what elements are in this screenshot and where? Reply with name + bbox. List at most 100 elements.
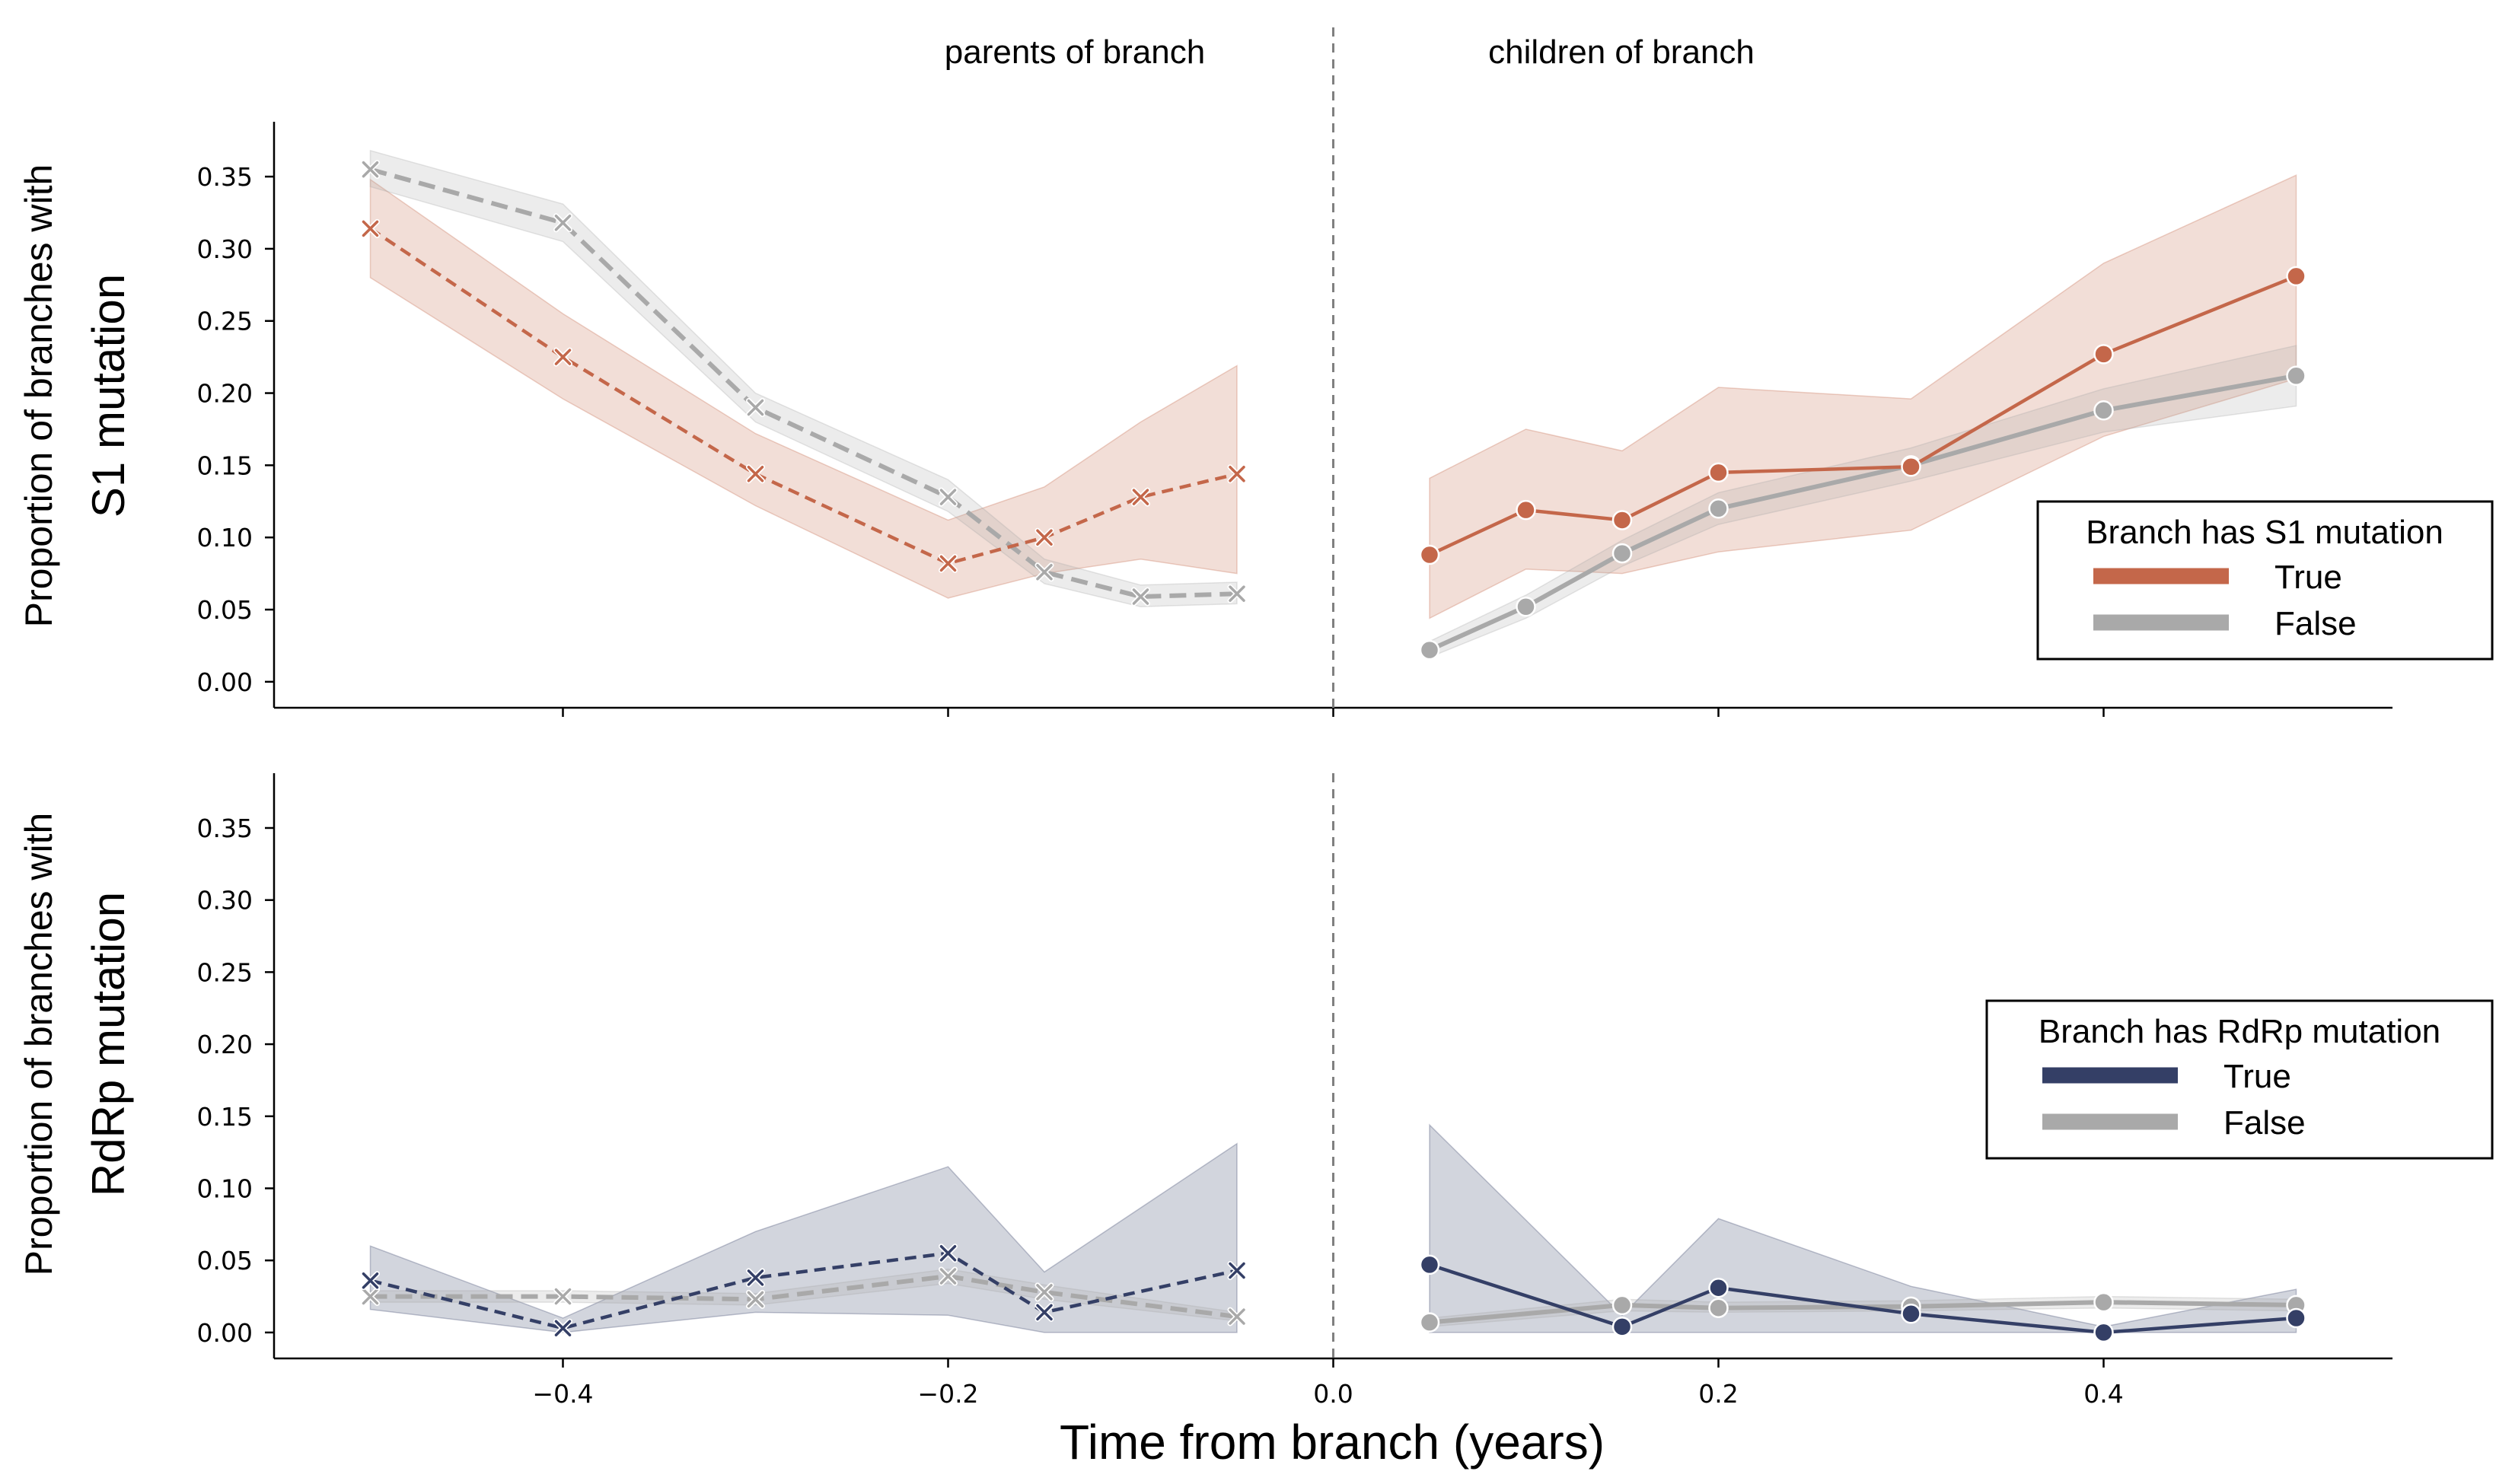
y-tick-label-s1: 0.05 [197,595,253,625]
y-axis-label-top-line1: Proportion of branches with [18,164,60,628]
data-point-rdrp-false-child [2093,1291,2114,1313]
x-axis-label: Time from branch (years) [1060,1415,1605,1470]
data-point-rdrp-false-parent [553,1287,572,1307]
y-axis-label-bottom-line2: RdRp mutation [83,892,134,1196]
y-tick-label-rdrp: 0.25 [197,957,253,987]
y-axis-label-top-line2: S1 mutation [83,274,134,517]
data-point-s1-false-parent [361,160,380,180]
data-point-rdrp-true-child [1611,1317,1633,1337]
data-point-rdrp-true-child [2286,1307,2306,1329]
data-point-rdrp-false-child [1419,1312,1440,1333]
data-point-rdrp-true-parent [746,1268,765,1288]
ci-band-s1-false-parents [369,149,1238,607]
x-tick-label: 0.0 [1313,1379,1353,1409]
data-point-s1-false-child [1611,543,1633,564]
legend-label-rdrp-true: True [2224,1058,2291,1095]
legend-top: Branch has S1 mutation True False [2036,500,2494,661]
data-point-s1-false-parent [553,213,572,233]
series-line-rdrp-false-parents [370,1274,1238,1320]
data-point-s1-true-parent [746,464,765,484]
data-point-rdrp-true-parent [939,1244,958,1263]
ci-band-rdrp-true-parents [369,1142,1238,1333]
legend-bottom: Branch has RdRp mutation True False [1985,999,2494,1160]
data-point-s1-true-parent [1227,464,1247,484]
data-point-rdrp-true-child [1708,1277,1729,1298]
y-tick-label-s1: 0.20 [197,379,253,409]
data-point-s1-false-parent [939,487,958,507]
data-point-s1-true-child [2093,344,2114,365]
annotation-parents: parents of branch [945,33,1205,71]
legend-label-s1-false: False [2275,605,2357,642]
data-point-s1-true-child [1901,457,1921,477]
data-point-s1-true-child [1611,510,1633,530]
data-point-rdrp-true-parent [361,1271,380,1291]
data-point-s1-true-parent [553,347,572,367]
ci-band-s1-false-children [1429,345,2297,658]
x-tick-label: −0.2 [917,1379,978,1409]
data-point-s1-false-child [1419,639,1440,661]
data-point-rdrp-false-parent [939,1266,958,1286]
data-point-rdrp-true-parent [553,1318,572,1338]
plot-area-bottom: 0.00 0.05 0.10 0.15 0.20 0.25 0.30 0.35 −0.4 −0.2… [197,773,2392,1409]
data-point-rdrp-false-parent [1034,1282,1054,1302]
ci-band-s1-true-parents [369,178,1238,599]
data-point-s1-true-child [2286,266,2306,287]
y-tick-label-rdrp: 0.00 [197,1318,253,1348]
data-point-rdrp-false-child [1611,1295,1633,1316]
data-point-rdrp-true-child [2093,1322,2114,1343]
data-point-s1-false-parent [1131,587,1150,607]
panel-s1: Proportion of branches with S1 mutation … [18,27,2494,717]
data-point-s1-true-parent [361,218,380,238]
panel-rdrp: Proportion of branches with RdRp mutatio… [18,773,2494,1409]
y-tick-label-s1: 0.25 [197,307,253,336]
series-line-rdrp-false-children [1429,1300,2297,1325]
data-point-s1-true-parent [1034,527,1054,547]
data-point-s1-true-child [1516,499,1536,521]
data-point-rdrp-false-parent [1227,1307,1247,1326]
y-tick-label-rdrp: 0.30 [197,886,253,916]
legend-bottom-title: Branch has RdRp mutation [2039,1013,2440,1050]
y-tick-label-s1: 0.15 [197,451,253,480]
series-line-rdrp-true-children [1429,1263,2297,1335]
x-tick-label: 0.2 [1698,1379,1738,1409]
legend-bottom-frame [1985,999,2494,1160]
y-tick-label-rdrp: 0.35 [197,814,253,843]
y-axis-label-bottom-line1: Proportion of branches with [18,813,60,1276]
data-point-s1-true-parent [1131,487,1150,507]
data-point-s1-true-parent [939,553,958,573]
y-tick-label-rdrp: 0.10 [197,1174,253,1203]
y-tick-label-s1: 0.10 [197,523,253,553]
legend-top-title: Branch has S1 mutation [2086,514,2443,551]
x-tick-label: −0.4 [532,1379,593,1409]
plot-area-top: 0.00 0.05 0.10 0.15 0.20 0.25 0.30 0.35 [197,27,2392,717]
y-tick-label-s1: 0.30 [197,234,253,264]
data-point-s1-false-parent [1227,584,1247,603]
data-point-s1-true-child [1708,462,1729,483]
data-point-rdrp-false-parent [361,1287,380,1307]
data-point-s1-false-child [1516,596,1536,617]
legend-label-s1-true: True [2275,559,2342,596]
data-point-rdrp-true-child [1419,1254,1440,1275]
data-point-s1-false-child [1708,498,1729,519]
data-point-rdrp-false-child [1708,1298,1729,1318]
y-tick-label-s1: 0.35 [197,162,253,192]
data-point-s1-false-child [2093,400,2114,421]
series-line-rdrp-true-parents [369,1251,1238,1330]
data-point-rdrp-true-parent [1227,1260,1247,1280]
data-point-s1-true-child [1419,544,1440,565]
data-point-rdrp-true-child [1901,1304,1921,1324]
y-tick-label-rdrp: 0.15 [197,1102,253,1132]
data-point-s1-false-parent [746,398,765,418]
annotation-children: children of branch [1488,33,1755,71]
data-point-s1-false-child [2286,365,2306,387]
legend-label-rdrp-false: False [2224,1104,2306,1142]
data-point-rdrp-true-parent [1034,1302,1054,1322]
x-tick-label: 0.4 [2083,1379,2123,1409]
data-point-s1-false-parent [1034,562,1054,582]
data-point-rdrp-false-parent [746,1289,765,1309]
y-tick-label-rdrp: 0.20 [197,1030,253,1059]
y-tick-label-rdrp: 0.05 [197,1246,253,1275]
y-tick-label-s1: 0.00 [197,667,253,697]
